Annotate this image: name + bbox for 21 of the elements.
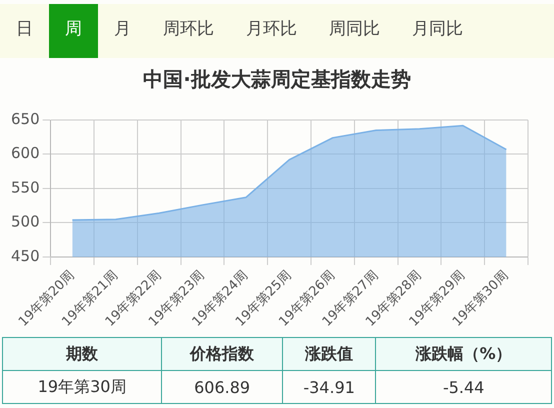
text: 周同比 [328, 18, 381, 41]
text: 涨跌值 [282, 338, 376, 370]
y-tick-label: 600 [10, 144, 40, 162]
text: -5.44 [376, 370, 552, 404]
y-tick-label: 500 [10, 212, 40, 231]
text: 日 [15, 18, 34, 41]
text: 周环比 [162, 18, 215, 41]
y-tick-label: 650 [10, 110, 40, 128]
text: 周 [49, 4, 98, 58]
text: 价格指数 [162, 338, 282, 370]
text: 月环比 [245, 18, 298, 41]
text: 涨跌幅（%） [376, 338, 552, 370]
y-tick-label: 550 [10, 178, 40, 196]
text: 月 [113, 18, 132, 41]
text: 19年第30周 [2, 370, 162, 404]
text: -34.91 [282, 370, 376, 404]
text: 期数 [2, 338, 162, 370]
text: 月同比 [411, 18, 464, 41]
y-tick-label: 450 [10, 246, 40, 265]
chart-title: 中国·批发大蒜周定基指数走势 [142, 66, 412, 93]
text: 606.89 [162, 370, 282, 404]
